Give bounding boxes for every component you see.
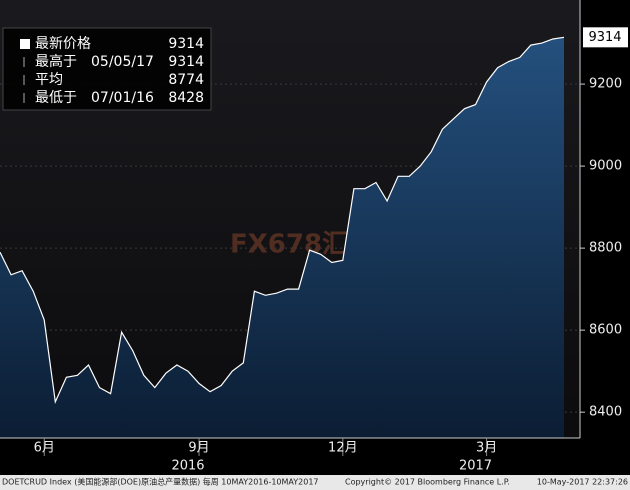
line xyxy=(0,36,565,405)
legend-label: 最低于 xyxy=(35,90,77,106)
legend-value: 8428 xyxy=(168,90,204,106)
x-tick-label: 3月 xyxy=(476,441,497,456)
y-tick-label: 9200 xyxy=(589,77,622,92)
y-tick-label: 8600 xyxy=(589,323,622,338)
legend-value: 9314 xyxy=(168,54,204,70)
y-tick-label: 8800 xyxy=(589,241,622,256)
year-label: 2017 xyxy=(459,459,492,474)
legend: 最新价格 9314 最高于 05/05/17 9314 平均 8774 最低于 07/01/16… xyxy=(2,27,212,111)
legend-date: 07/01/16 xyxy=(91,90,154,106)
x-tick-label: 12月 xyxy=(328,441,358,456)
x-tick-label: 9月 xyxy=(188,441,209,456)
last-value-label: 9314 xyxy=(588,30,621,45)
legend-value: 8774 xyxy=(168,72,204,88)
last-value-badge xyxy=(583,27,628,48)
year-label: 2016 xyxy=(171,459,204,474)
legend-label: 最新价格 xyxy=(35,36,91,52)
y-tick-label: 8400 xyxy=(589,405,622,420)
footer-center: Copyright© 2017 Bloomberg Finance L.P. xyxy=(345,478,510,487)
x-tick-label: 6月 xyxy=(34,441,55,456)
legend-label: 平均 xyxy=(35,72,63,88)
legend-box xyxy=(2,27,212,111)
legend-value: 9314 xyxy=(168,36,204,52)
y-tick-label: 9000 xyxy=(589,159,622,174)
legend-date: 05/05/17 xyxy=(91,54,154,70)
footer-bg xyxy=(0,475,630,490)
footer-right: 10-May-2017 22:37:26 xyxy=(537,478,628,487)
footer-left: DOETCRUD Index (美国能源部(DOE)原油总产量数据) 每周 10… xyxy=(2,477,319,487)
legend-label: 最高于 xyxy=(35,53,77,70)
legend-swatch xyxy=(20,39,30,49)
area xyxy=(0,37,564,439)
